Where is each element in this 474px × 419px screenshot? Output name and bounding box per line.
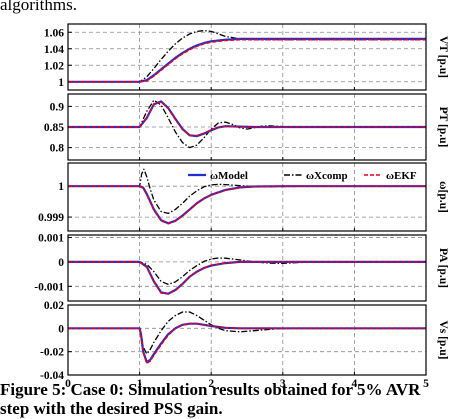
series-line-xcomp [68,311,426,355]
x-tick-label: 1 [137,378,143,390]
y-tick-label: 1 [58,181,64,193]
series-line-ekf [68,185,426,225]
y-tick-label: 0.8 [50,143,65,155]
x-tick-label: 3 [280,378,286,390]
y-tick-label: 0.001 [38,232,64,244]
y-tick-label: 0 [58,257,64,269]
y-axis-label: ω[p.u] [437,181,449,213]
y-tick-label: -0.04 [40,370,64,382]
y-axis-label: PA [p.u] [437,248,449,288]
y-tick-label: -0.02 [40,347,64,359]
axes-frame [67,162,427,232]
axes-frame [67,234,427,302]
preceding-text: algorithms. [0,0,77,14]
y-axis-label: Vs [p.u] [437,321,449,360]
axes-frame [67,23,427,91]
series-line-model [68,260,426,295]
x-tick-label: 0 [65,378,71,390]
y-tick-label: -0.001 [34,281,64,293]
subplot-1: 1 1.02 1.04 1.06 VT [p.u] [44,23,449,91]
axes-frame [67,304,427,376]
series-line-model [68,37,426,83]
x-tick-label: 2 [208,378,214,390]
figure-caption-continued: step with the desired PSS gain. [0,399,223,418]
y-tick-label: 0.9 [50,101,65,113]
x-tick-label: 4 [352,378,358,390]
x-tick-label: 5 [423,378,429,390]
y-axis-label: PT [p.u] [437,107,449,148]
series-line-model [68,185,426,225]
legend-label: ωXcomp [306,170,348,182]
y-tick-label: 0.02 [44,300,64,312]
legend-label: ωModel [210,170,248,182]
series-line-ekf [68,38,426,83]
series-line-model [68,322,426,364]
y-tick-label: 1.06 [44,27,64,39]
subplot-3: 0.999 1 ω[p.u] ωModel ωXcomp ωEKF [38,162,449,232]
legend: ωModel ωXcomp ωEKF [188,170,417,182]
subplot-5: -0.04 -0.02 0 0.02 Vs [p.u] [40,300,449,382]
figure-caption: Figure 5: Case 0: Simulation results obt… [0,380,421,399]
legend-label: ωEKF [386,170,417,182]
subplot-4: -0.001 0 0.001 PA [p.u] [34,232,449,302]
series-line-xcomp [68,99,426,149]
series-line-ekf [68,261,426,295]
y-tick-label: 0.85 [44,122,64,134]
series-line-ekf [68,101,426,137]
y-tick-label: 1.02 [44,60,64,72]
series-line-ekf [68,322,426,365]
y-tick-label: 1.04 [44,44,64,56]
y-tick-label: 1 [58,77,64,89]
subplot-2: 0.8 0.85 0.9 PT [p.u] [44,93,449,161]
axes-frame [67,93,427,161]
y-axis-label: VT [p.u] [437,36,449,78]
y-tick-label: 0 [58,323,64,335]
y-tick-label: 0.999 [38,212,64,224]
